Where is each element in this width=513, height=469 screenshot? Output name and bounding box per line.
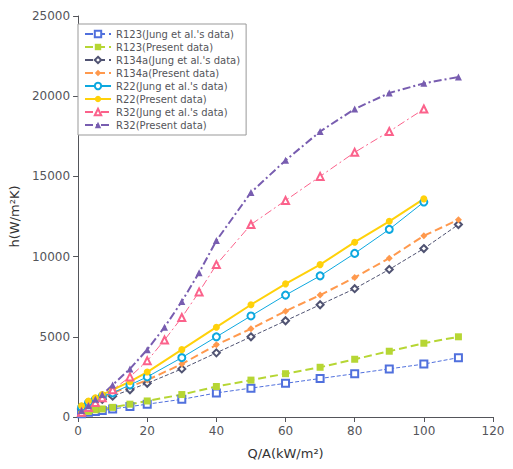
svg-text:20: 20 [140,424,155,438]
svg-text:R134a(Jung et al.'s data): R134a(Jung et al.'s data) [116,55,240,66]
svg-text:120: 120 [482,424,505,438]
svg-text:R134a(Present data): R134a(Present data) [116,68,219,79]
svg-text:R22(Jung et al.'s data): R22(Jung et al.'s data) [116,81,228,92]
svg-text:0: 0 [74,424,82,438]
svg-text:Q/A(kW/m²): Q/A(kW/m²) [247,446,323,461]
svg-text:R32(Present data): R32(Present data) [116,120,207,131]
svg-text:R32(Jung et al.'s data): R32(Jung et al.'s data) [116,107,228,118]
svg-text:100: 100 [412,424,435,438]
svg-text:40: 40 [209,424,224,438]
svg-text:15000: 15000 [32,169,70,183]
svg-text:R123(Jung et al.'s data): R123(Jung et al.'s data) [116,29,234,40]
svg-text:h(W/m²K): h(W/m²K) [7,185,22,247]
svg-text:R123(Present data): R123(Present data) [116,42,213,53]
svg-text:0: 0 [62,410,70,424]
svg-text:10000: 10000 [32,250,70,264]
svg-text:5000: 5000 [40,330,71,344]
svg-text:25000: 25000 [32,9,70,23]
svg-text:60: 60 [278,424,293,438]
svg-text:R22(Present data): R22(Present data) [116,94,207,105]
svg-text:80: 80 [347,424,362,438]
svg-text:20000: 20000 [32,89,70,103]
